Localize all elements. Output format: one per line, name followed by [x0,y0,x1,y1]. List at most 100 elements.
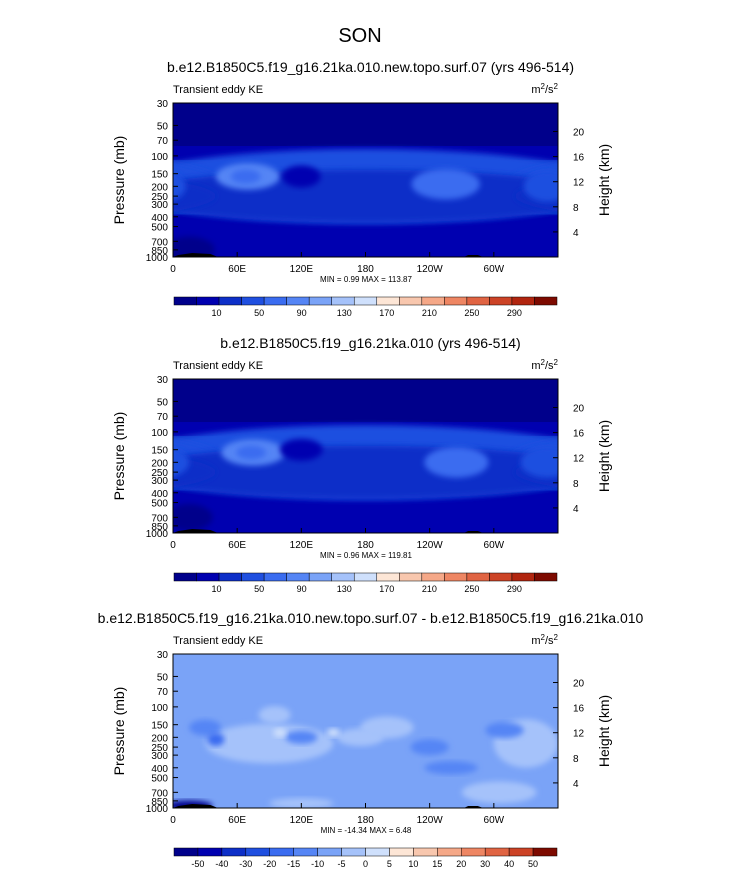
colorbar-label: -20 [263,859,276,869]
height-tick-label: 12 [573,729,585,740]
y-tick-label: 500 [151,223,168,234]
colorbar-label: -5 [338,859,346,869]
colorbar-swatch [389,847,414,857]
contour-region [173,504,213,531]
y-tick-label: 850 [151,522,168,533]
colorbar-swatch [196,296,220,306]
contour-region [189,719,222,736]
x-tick-label: 120E [290,815,314,826]
colorbar-label: 210 [422,308,437,318]
contour-region [207,732,225,747]
y-tick-label: 500 [151,499,168,510]
chart-panel-1: b.e12.B1850C5.f19_g16.21ka.010.new.topo.… [26,59,612,318]
x-tick-label: 0 [170,540,176,551]
colorbar-label: -50 [191,859,204,869]
contour-region [205,723,334,764]
colorbar-swatch [331,296,355,306]
colorbar-swatch [263,296,287,306]
colorbar-label: 50 [254,584,264,594]
colorbar-swatch [269,847,294,857]
colorbar-swatch [241,296,265,306]
topography [173,529,218,533]
y-tick-label: 50 [157,672,169,683]
y-tick-label: 100 [151,703,168,714]
colorbar-label: 50 [254,308,264,318]
panel-title: b.e12.B1850C5.f19_g16.21ka.010 (yrs 496-… [220,335,520,351]
y-tick-label: 300 [151,476,168,487]
chart-panel-3: b.e12.B1850C5.f19_g16.21ka.010.new.topo.… [98,610,644,869]
contour-region [39,447,103,478]
colorbar-swatch [196,572,220,582]
y-tick-label: 70 [157,412,169,423]
colorbar-swatch [466,296,490,306]
y-tick-label: 30 [157,650,169,661]
contour-region [424,446,489,478]
y-tick-label: 50 [157,397,169,408]
colorbar-swatch [353,572,378,582]
colorbar-label: 170 [379,584,394,594]
x-tick-label: 60W [484,264,505,275]
contour-region [279,438,323,461]
right-axis-label: Height (km) [596,695,612,767]
y-tick-label: 200 [151,182,168,193]
colorbar-swatch [241,572,265,582]
colorbar-label: 130 [337,584,352,594]
contour-band [173,510,558,533]
y-tick-label: 850 [151,246,168,257]
contour-region [26,169,94,200]
colorbar-swatch [489,296,513,306]
colorbar-label: 250 [464,308,479,318]
contour-region [236,445,267,460]
y-tick-label: 1000 [146,253,169,264]
y-tick-label: 400 [151,764,168,775]
units-label: m2/s2 [531,358,558,372]
colorbar-swatch [534,572,558,582]
colorbar-swatch [399,296,423,306]
contour-region [621,445,651,459]
height-tick-label: 16 [573,429,585,440]
contour-field [26,103,558,257]
colorbar-swatch [421,296,445,306]
y-tick-label: 850 [151,797,168,808]
x-tick-label: 120W [417,815,444,826]
colorbar-label: 40 [504,859,514,869]
colorbar-label: 50 [528,859,538,869]
y-tick-label: 500 [151,774,168,785]
colorbar-swatch [331,572,355,582]
colorbar-label: 210 [422,584,437,594]
contour-region [173,236,215,257]
y-axis-label: Pressure (mb) [111,687,127,776]
colorbar-swatch [221,847,247,857]
colorbar-label: 20 [456,859,466,869]
figure-title: SON [338,25,381,47]
panel-title: b.e12.B1850C5.f19_g16.21ka.010.new.topo.… [167,59,574,75]
colorbar-swatch [444,296,468,306]
height-tick-label: 16 [573,704,585,715]
colorbar-label: 10 [408,859,418,869]
x-tick-label: 60E [228,815,246,826]
panel-title: b.e12.B1850C5.f19_g16.21ka.010.new.topo.… [98,610,644,626]
x-tick-label: 120W [417,264,444,275]
colorbar-swatch [173,572,197,582]
x-tick-label: 180 [357,815,374,826]
y-tick-label: 250 [151,468,168,479]
min-max-stats: MIN = -14.34 MAX = 6.48 [321,826,412,835]
y-tick-label: 300 [151,200,168,211]
colorbar-swatch [173,847,199,857]
colorbar-label: 0 [363,859,368,869]
colorbar-swatch [317,847,342,857]
height-tick-label: 4 [573,504,579,515]
colorbar-swatch [245,847,270,857]
colorbar-label: 5 [387,859,392,869]
contour-band [173,234,558,257]
colorbar-label: 10 [212,308,222,318]
colorbar-swatch [353,296,378,306]
height-tick-label: 8 [573,479,579,490]
colorbar-swatch [197,847,223,857]
colorbar-label: 90 [297,308,307,318]
colorbar-label: -40 [215,859,228,869]
colorbar-swatch [399,572,423,582]
y-tick-label: 1000 [146,804,169,815]
contour-region [665,439,708,461]
